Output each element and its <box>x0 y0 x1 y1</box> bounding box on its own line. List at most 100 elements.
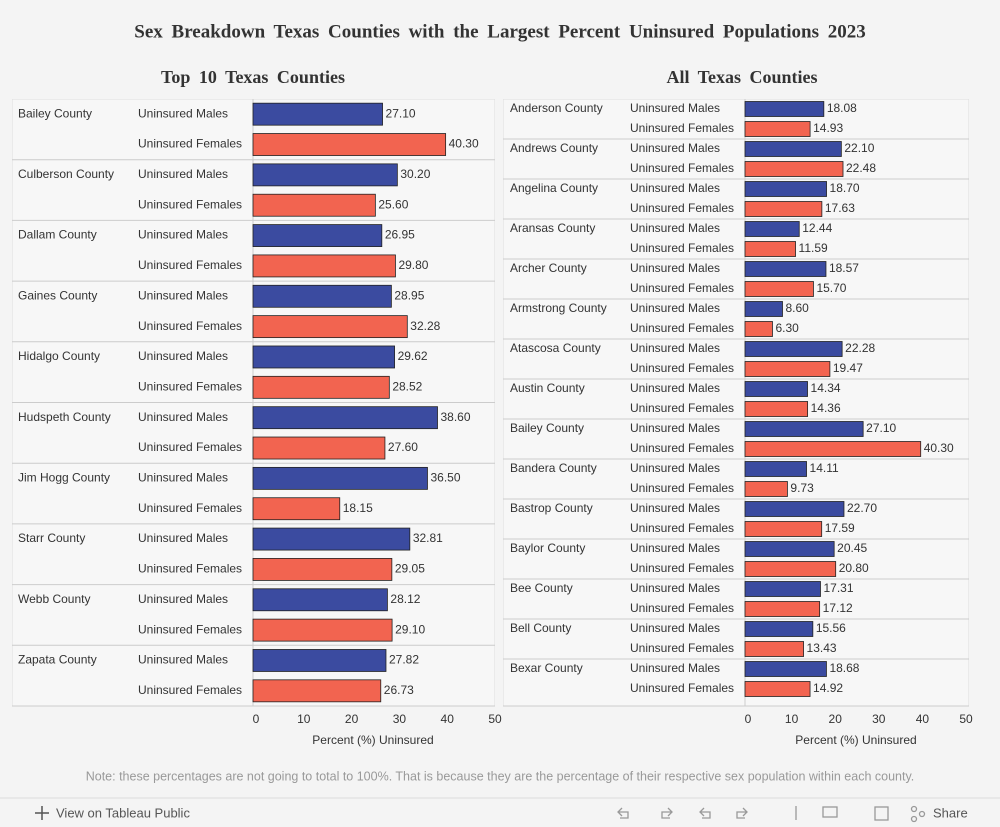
bar <box>744 381 808 397</box>
county-label: Armstrong County <box>510 301 607 315</box>
bar <box>744 401 809 417</box>
county-label: Bailey County <box>18 106 92 120</box>
sex-label: Uninsured Females <box>630 361 734 375</box>
value-label: 29.10 <box>395 622 425 636</box>
value-label: 27.10 <box>386 106 416 120</box>
x-tick-label: 40 <box>441 712 455 726</box>
sex-label: Uninsured Males <box>630 141 720 155</box>
chart-title: Top 10 Texas Counties <box>161 67 345 87</box>
sex-label: Uninsured Females <box>138 440 242 454</box>
sex-label: Uninsured Males <box>630 661 720 675</box>
value-label: 40.30 <box>924 441 954 455</box>
x-tick-label: 30 <box>872 712 886 726</box>
sex-label: Uninsured Females <box>138 137 242 151</box>
bar <box>744 581 821 597</box>
sex-label: Uninsured Females <box>630 521 734 535</box>
sex-label: Uninsured Females <box>630 641 734 655</box>
x-tick-label: 10 <box>297 712 311 726</box>
bar <box>252 466 428 490</box>
x-tick-label: 0 <box>253 712 260 726</box>
sex-label: Uninsured Females <box>630 121 734 135</box>
bar <box>744 241 796 257</box>
bar <box>252 588 388 612</box>
value-label: 30.20 <box>400 167 430 181</box>
bar <box>744 641 804 657</box>
bar <box>252 163 398 187</box>
sex-label: Uninsured Females <box>630 681 734 695</box>
bar <box>744 341 843 357</box>
bar <box>252 254 396 278</box>
bar <box>744 521 823 537</box>
value-label: 13.43 <box>807 641 837 655</box>
value-label: 25.60 <box>378 197 408 211</box>
sex-label: Uninsured Females <box>630 441 734 455</box>
county-label: Dallam County <box>18 228 97 242</box>
county-label: Gaines County <box>18 288 97 302</box>
county-label: Culberson County <box>18 167 114 181</box>
bar <box>252 558 393 581</box>
value-label: 18.70 <box>830 181 860 195</box>
bar <box>252 193 376 217</box>
bar <box>252 375 390 399</box>
view-on-tableau-link[interactable]: View on Tableau Public <box>56 805 190 820</box>
bar <box>744 281 814 297</box>
value-label: 17.63 <box>825 201 855 215</box>
value-label: 14.93 <box>813 121 843 135</box>
share-button[interactable]: Share <box>933 805 968 820</box>
toolbar-icons <box>617 805 926 823</box>
bar <box>744 561 837 577</box>
sex-label: Uninsured Males <box>138 531 228 545</box>
value-label: 22.48 <box>846 161 876 175</box>
value-label: 26.95 <box>385 228 415 242</box>
sex-label: Uninsured Males <box>138 106 228 120</box>
sex-label: Uninsured Females <box>630 321 734 335</box>
x-tick-label: 0 <box>745 712 752 726</box>
sex-label: Uninsured Females <box>138 379 242 393</box>
county-label: Bandera County <box>510 461 597 475</box>
value-label: 38.60 <box>441 410 471 424</box>
value-label: 29.80 <box>398 258 428 272</box>
bar <box>252 345 395 369</box>
value-label: 32.81 <box>413 531 443 545</box>
value-label: 18.57 <box>829 261 859 275</box>
bar <box>744 221 800 237</box>
county-label: Bexar County <box>510 661 583 675</box>
value-label: 22.70 <box>847 501 877 515</box>
x-tick-label: 10 <box>785 712 799 726</box>
sex-label: Uninsured Males <box>138 349 228 363</box>
county-label: Webb County <box>18 592 91 606</box>
bar <box>744 481 788 497</box>
x-tick-label: 20 <box>345 712 359 726</box>
value-label: 14.92 <box>813 681 843 695</box>
sex-label: Uninsured Females <box>630 601 734 615</box>
sex-label: Uninsured Males <box>138 288 228 302</box>
sex-label: Uninsured Females <box>630 161 734 175</box>
value-label: 28.52 <box>392 379 422 393</box>
x-axis-label: Percent (%) Uninsured <box>795 733 916 747</box>
chart-panel: Anderson County Uninsured Males 18.08 Unins… <box>503 99 969 706</box>
sex-label: Uninsured Males <box>630 541 720 555</box>
sex-label: Uninsured Males <box>630 381 720 395</box>
bar <box>744 441 922 457</box>
bar <box>252 224 383 247</box>
sex-label: Uninsured Females <box>138 258 242 272</box>
x-tick-label: 50 <box>959 712 973 726</box>
value-label: 18.15 <box>343 501 373 515</box>
bar <box>744 421 864 437</box>
county-label: Starr County <box>18 531 85 545</box>
bar <box>744 181 827 197</box>
sex-label: Uninsured Males <box>630 301 720 315</box>
value-label: 26.73 <box>384 683 414 697</box>
value-label: 20.45 <box>837 541 867 555</box>
footnote: Note: these percentages are not going to… <box>86 769 915 783</box>
sex-label: Uninsured Males <box>630 421 720 435</box>
bar <box>252 527 411 551</box>
bar <box>744 501 845 517</box>
value-label: 19.47 <box>833 361 863 375</box>
value-label: 29.62 <box>398 349 428 363</box>
county-label: Archer County <box>510 261 587 275</box>
county-label: Bailey County <box>510 421 584 435</box>
value-label: 18.68 <box>829 661 859 675</box>
bar <box>744 621 814 637</box>
bar <box>744 541 835 557</box>
